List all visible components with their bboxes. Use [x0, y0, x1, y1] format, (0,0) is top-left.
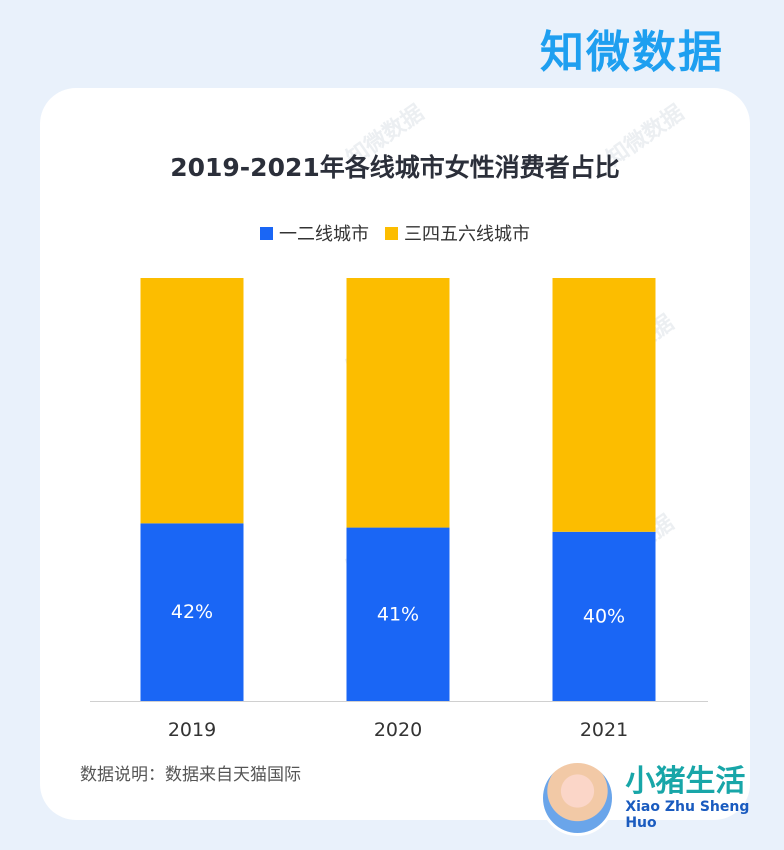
legend-item-series2: 三四五六线城市 [385, 220, 530, 246]
x-tick-label-2021: 2021 [580, 719, 628, 741]
x-tick-label-2019: 2019 [168, 719, 216, 741]
legend-swatch-series2 [385, 226, 398, 240]
chart-card: 知微数据 知微数据 知微数据 知微数据 知微数据 知微数据 2019-2021年… [40, 88, 750, 820]
data-label-2021: 40% [583, 605, 625, 627]
chart-legend: 一二线城市 三四五六线城市 [40, 220, 750, 246]
pig-mascot-icon [540, 760, 616, 836]
bar-2021-series2 [552, 278, 656, 532]
legend-item-series1: 一二线城市 [260, 220, 369, 246]
brand-logo: 知微数据 [540, 27, 724, 78]
bar-2019-series2 [140, 278, 244, 524]
legend-label-series2: 三四五六线城市 [404, 224, 530, 245]
chart-plot: 42% 2019 41% 2020 40% 2021 [90, 278, 708, 741]
badge-subtitle: Xiao Zhu Sheng Huo [625, 799, 750, 831]
badge: 小猪生活 Xiao Zhu Sheng Huo [540, 760, 784, 836]
data-label-2019: 42% [171, 601, 213, 623]
badge-text: 小猪生活 Xiao Zhu Sheng Huo [625, 764, 784, 832]
badge-title: 小猪生活 [625, 764, 746, 799]
bar-2020-series2 [346, 278, 450, 528]
chart-title: 2019-2021年各线城市女性消费者占比 [170, 153, 620, 182]
data-label-2020: 41% [377, 603, 419, 625]
bar-2019-series1 [140, 523, 244, 701]
legend-swatch-series1 [260, 226, 273, 240]
data-source-note: 数据说明：数据来自天猫国际 [80, 765, 301, 785]
legend-label-series1: 一二线城市 [279, 224, 369, 245]
x-tick-label-2020: 2020 [374, 719, 422, 741]
bar-2021-series1 [552, 531, 656, 701]
bar-2020-series1 [346, 527, 450, 701]
